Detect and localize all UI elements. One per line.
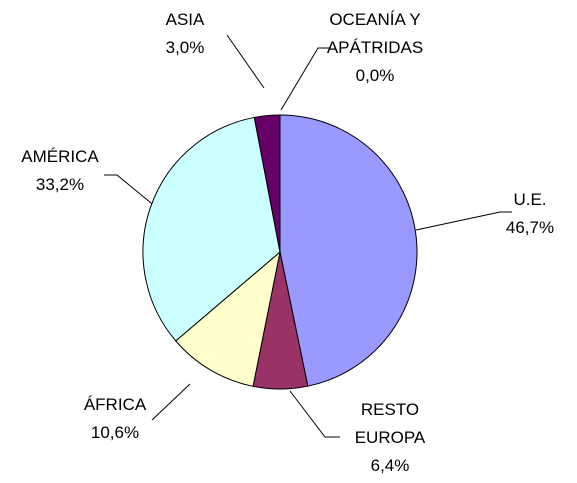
value-label: 3,0% — [165, 38, 205, 57]
pie-slice — [175, 250, 281, 387]
category-label: ASIA — [165, 10, 205, 29]
category-label: OCEANÍA Y APÁTRIDAS — [326, 10, 424, 57]
category-label: AMÉRICA — [21, 147, 99, 166]
value-label: 6,4% — [370, 456, 410, 475]
value-label: 46,7% — [505, 218, 555, 237]
value-label: 0,0% — [355, 66, 395, 85]
leader-line — [104, 174, 163, 213]
leader-line — [226, 34, 265, 89]
category-label: ÁFRICA — [83, 395, 147, 414]
slice-label: ÁFRICA 10,6% — [75, 391, 155, 447]
pie-slice — [279, 114, 418, 387]
category-label: U.E. — [513, 190, 547, 209]
value-label: 10,6% — [90, 423, 140, 442]
value-label: 33,2% — [35, 175, 85, 194]
slice-label: RESTO EUROPA 6,4% — [345, 396, 435, 480]
slice-label: AMÉRICA 33,2% — [5, 143, 115, 199]
slice-label: U.E. 46,7% — [490, 186, 570, 242]
leader-line — [280, 47, 330, 111]
leader-line — [151, 383, 191, 421]
leader-line — [415, 211, 512, 231]
category-label: RESTO EUROPA — [354, 400, 426, 447]
leader-line — [289, 390, 340, 438]
slice-label: ASIA 3,0% — [150, 6, 220, 62]
slice-label: OCEANÍA Y APÁTRIDAS 0,0% — [320, 6, 430, 90]
pie-slice — [142, 116, 281, 342]
